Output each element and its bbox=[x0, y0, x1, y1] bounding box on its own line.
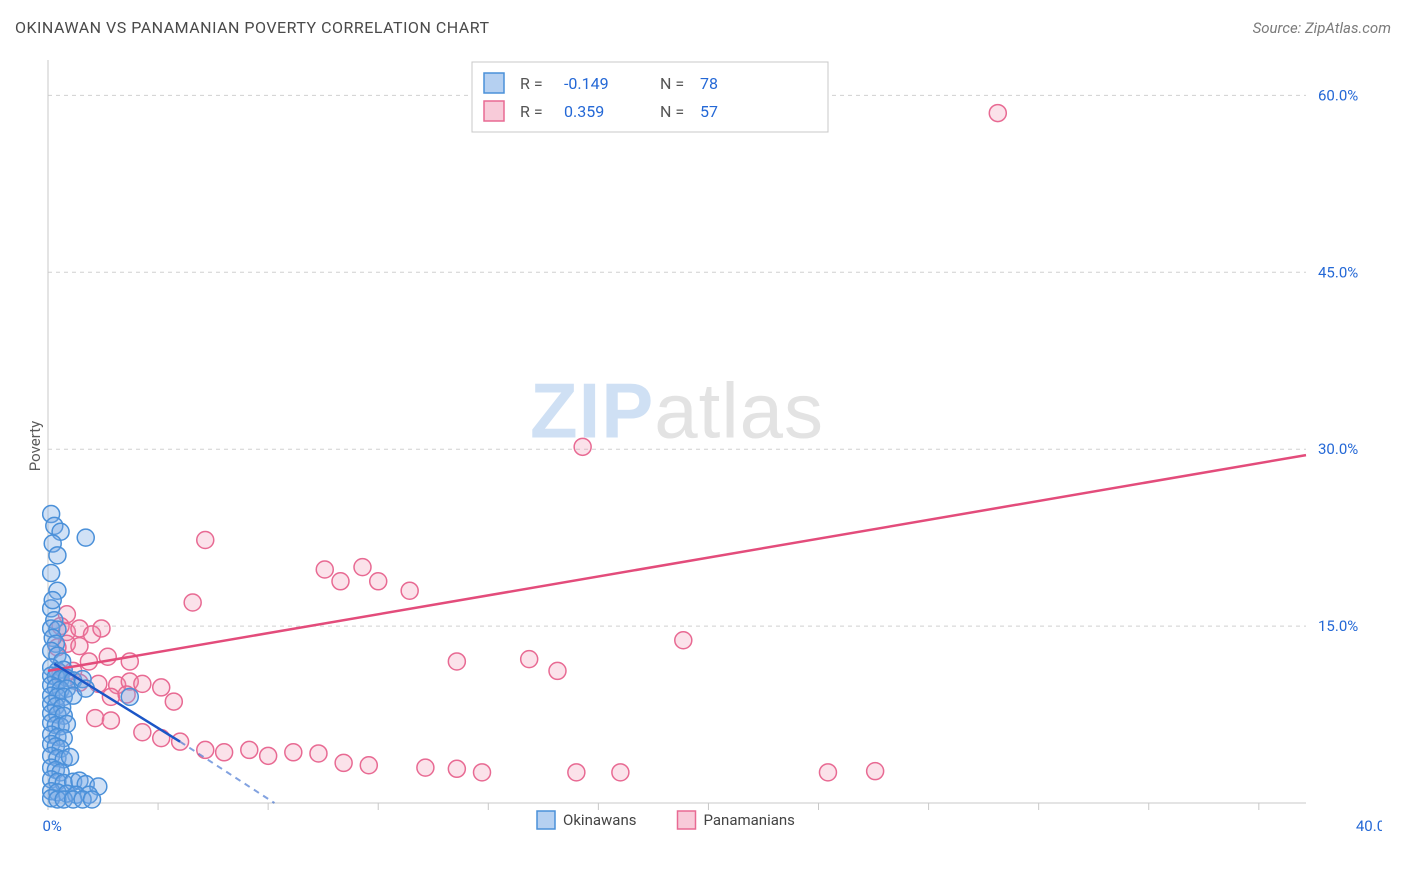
x-tick-label: 40.0% bbox=[1356, 817, 1382, 835]
panamanians-point bbox=[549, 662, 566, 679]
legend-n-value: 78 bbox=[700, 74, 718, 93]
okinawans-point bbox=[62, 749, 79, 766]
legend-n-label: N = bbox=[660, 74, 684, 93]
chart-title: OKINAWAN VS PANAMANIAN POVERTY CORRELATI… bbox=[15, 18, 490, 37]
panamanians-point bbox=[71, 638, 88, 655]
correlation-legend bbox=[472, 62, 828, 132]
okinawans-point bbox=[49, 547, 66, 564]
panamanians-point bbox=[819, 764, 836, 781]
series-swatch bbox=[678, 811, 696, 829]
panamanians-point bbox=[568, 764, 585, 781]
y-tick-label: 45.0% bbox=[1318, 263, 1358, 281]
panamanians-point bbox=[574, 438, 591, 455]
legend-n-value: 57 bbox=[700, 102, 718, 121]
panamanians-point bbox=[260, 747, 277, 764]
source-attribution: Source: ZipAtlas.com bbox=[1253, 19, 1391, 37]
series-label: Okinawans bbox=[563, 811, 636, 829]
series-label: Panamanians bbox=[704, 811, 795, 829]
panamanians-point bbox=[153, 679, 170, 696]
y-tick-label: 60.0% bbox=[1318, 86, 1358, 104]
panamanians-point bbox=[675, 632, 692, 649]
legend-r-label: R = bbox=[520, 102, 543, 121]
legend-r-value: 0.359 bbox=[564, 102, 604, 121]
panamanians-point bbox=[216, 744, 233, 761]
panamanians-point bbox=[521, 651, 538, 668]
panamanians-point bbox=[370, 573, 387, 590]
panamanians-point bbox=[332, 573, 349, 590]
panamanians-point bbox=[285, 744, 302, 761]
panamanians-point bbox=[87, 710, 104, 727]
panamanians-point bbox=[417, 759, 434, 776]
x-tick-label: 0.0% bbox=[42, 817, 62, 835]
legend-r-label: R = bbox=[520, 74, 543, 93]
okinawans-point bbox=[121, 688, 138, 705]
legend-swatch bbox=[484, 73, 504, 93]
panamanians-point bbox=[241, 741, 258, 758]
watermark: ZIPatlas bbox=[530, 366, 824, 454]
okinawans-point bbox=[84, 791, 101, 808]
scatter-chart-svg: 15.0% 30.0% 45.0% 60.0% 0.0% 40.0% ZIPatlas R =… bbox=[42, 50, 1382, 845]
okinawans-point bbox=[43, 565, 60, 582]
legend-n-label: N = bbox=[660, 102, 684, 121]
panamanians-point bbox=[612, 764, 629, 781]
panamanians-point bbox=[474, 764, 491, 781]
panamanians-point bbox=[197, 532, 214, 549]
legend-r-value: -0.149 bbox=[564, 74, 609, 93]
panamanians-point bbox=[316, 561, 333, 578]
panamanians-point bbox=[134, 724, 151, 741]
okinawans-point bbox=[44, 592, 61, 609]
panamanians-point bbox=[134, 675, 151, 692]
panamanians-point bbox=[360, 757, 377, 774]
panamanians-point bbox=[867, 763, 884, 780]
panamanians-point bbox=[448, 653, 465, 670]
legend-swatch bbox=[484, 101, 504, 121]
panamanians-point bbox=[310, 745, 327, 762]
panamanians-point bbox=[184, 594, 201, 611]
y-tick-label: 30.0% bbox=[1318, 440, 1358, 458]
panamanians-point bbox=[93, 620, 110, 637]
y-tick-label: 15.0% bbox=[1318, 617, 1358, 635]
panamanians-point bbox=[197, 741, 214, 758]
chart-header: OKINAWAN VS PANAMANIAN POVERTY CORRELATI… bbox=[15, 18, 1391, 37]
panamanians-point bbox=[989, 105, 1006, 122]
panamanians-point bbox=[153, 730, 170, 747]
panamanians-point bbox=[102, 712, 119, 729]
panamanians-point bbox=[165, 693, 182, 710]
panamanians-point bbox=[354, 559, 371, 576]
panamanians-point bbox=[335, 754, 352, 771]
panamanians-point bbox=[80, 653, 97, 670]
series-swatch bbox=[537, 811, 555, 829]
chart-plot: 15.0% 30.0% 45.0% 60.0% 0.0% 40.0% ZIPatlas R =… bbox=[42, 50, 1382, 845]
panamanians-point bbox=[401, 582, 418, 599]
panamanians-point bbox=[448, 760, 465, 777]
okinawans-point bbox=[77, 529, 94, 546]
